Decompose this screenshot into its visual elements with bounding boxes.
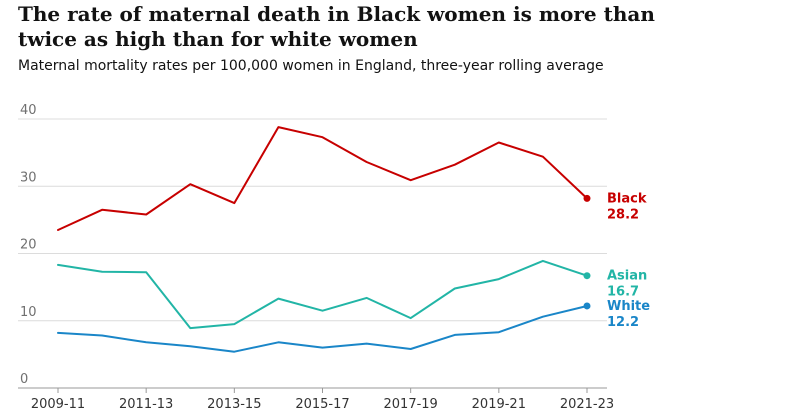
end-point-white xyxy=(583,302,591,310)
y-axis: 0 10 20 30 40 xyxy=(20,103,37,387)
y-tick-label: 0 xyxy=(20,372,28,387)
grid-lines xyxy=(18,118,607,389)
x-tick-label: 2019-21 xyxy=(472,397,526,412)
x-tick-label: 2011-13 xyxy=(119,397,173,412)
series-value-label: 16.7 xyxy=(607,285,639,300)
y-tick-label: 10 xyxy=(20,305,37,320)
end-point-black xyxy=(583,194,591,202)
x-tick-label: 2013-15 xyxy=(207,397,261,412)
series-line-white xyxy=(57,305,588,353)
x-tick-label: 2021-23 xyxy=(560,397,614,412)
y-tick-label: 40 xyxy=(20,103,37,118)
series-value-label: 28.2 xyxy=(607,207,639,222)
series-line-asian xyxy=(57,259,588,330)
y-tick-label: 20 xyxy=(20,238,37,253)
end-point-asian xyxy=(583,272,591,280)
x-tick-label: 2015-17 xyxy=(295,397,349,412)
series-value-label: 12.2 xyxy=(607,315,639,330)
x-tick-label: 2017-19 xyxy=(384,397,438,412)
x-tick-label: 2009-11 xyxy=(31,397,85,412)
series-name-label: White xyxy=(607,299,650,314)
series-name-label: Asian xyxy=(607,269,647,284)
series-line-black xyxy=(57,126,588,231)
x-axis: 2009-11 2011-13 2013-15 2015-17 2017-19 2019-… xyxy=(31,388,614,412)
series-lines xyxy=(57,126,591,353)
y-tick-label: 30 xyxy=(20,170,37,185)
series-name-label: Black xyxy=(607,191,647,206)
chart-title: The rate of maternal death in Black wome… xyxy=(18,2,655,51)
chart-subtitle: Maternal mortality rates per 100,000 wom… xyxy=(18,58,604,74)
